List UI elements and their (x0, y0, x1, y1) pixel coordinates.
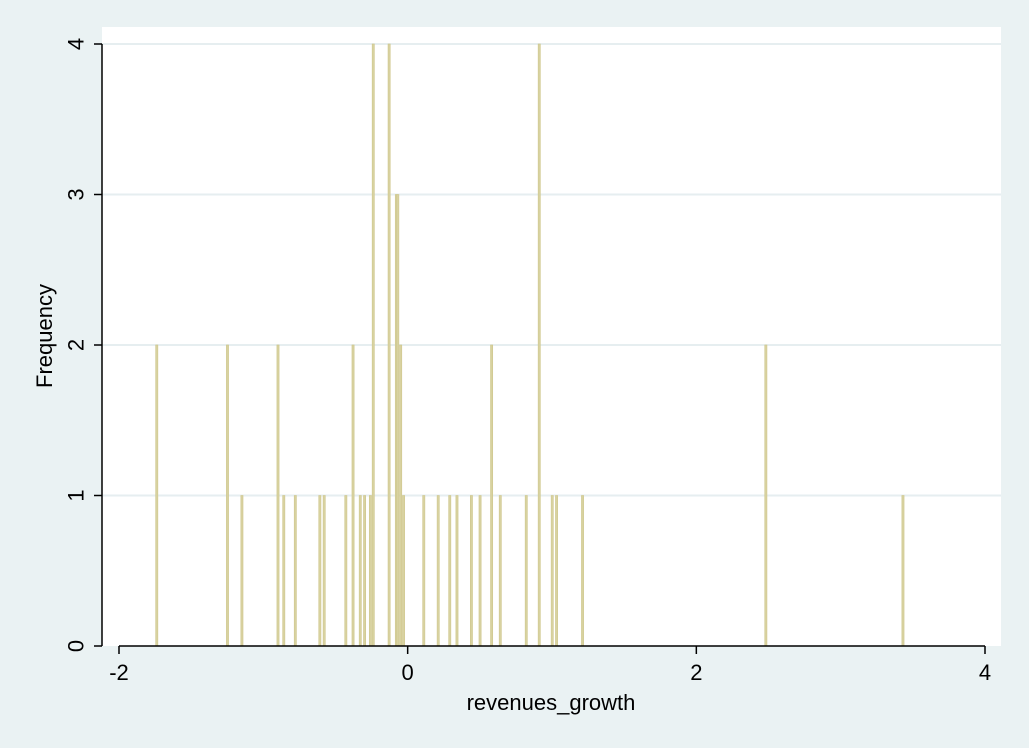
y-tick-label: 0 (64, 640, 89, 652)
bar (524, 495, 528, 647)
bar (387, 43, 391, 647)
x-tick-label: 2 (690, 660, 702, 685)
bar (537, 43, 541, 647)
y-tick-label: 2 (64, 339, 89, 351)
bar (764, 344, 768, 647)
bar (396, 194, 400, 647)
bar (351, 344, 355, 647)
bar (155, 344, 159, 647)
bar (490, 344, 494, 647)
bar (498, 495, 502, 647)
x-tick-label: -2 (109, 660, 129, 685)
ticks: 0 1 2 3 4 -2 0 2 4 (64, 38, 991, 685)
y-tick-label: 1 (64, 489, 89, 501)
bar (399, 344, 403, 647)
y-axis-title: Frequency (32, 284, 57, 388)
bar (363, 495, 367, 647)
bar (901, 495, 905, 647)
bar (455, 495, 459, 647)
bar (282, 495, 286, 647)
bars (155, 43, 905, 647)
x-axis-title: revenues_growth (467, 690, 636, 715)
bar (478, 495, 482, 647)
bar (322, 495, 326, 647)
x-tick-label: 4 (979, 660, 991, 685)
bar (550, 495, 554, 647)
y-tick-label: 3 (64, 188, 89, 200)
bar (436, 495, 440, 647)
bar (402, 495, 405, 647)
bar (344, 495, 348, 647)
x-tick-label: 0 (402, 660, 414, 685)
bar (276, 344, 280, 647)
bar (358, 495, 362, 647)
bar (470, 495, 473, 647)
bar (293, 495, 297, 647)
bar (371, 43, 375, 647)
bar (240, 495, 244, 647)
bar (422, 495, 426, 647)
bar (581, 495, 584, 647)
bar (226, 344, 229, 647)
bar (368, 495, 372, 647)
y-tick-label: 4 (64, 38, 89, 50)
bar (448, 495, 452, 647)
bar (318, 495, 322, 647)
bar (555, 495, 558, 647)
